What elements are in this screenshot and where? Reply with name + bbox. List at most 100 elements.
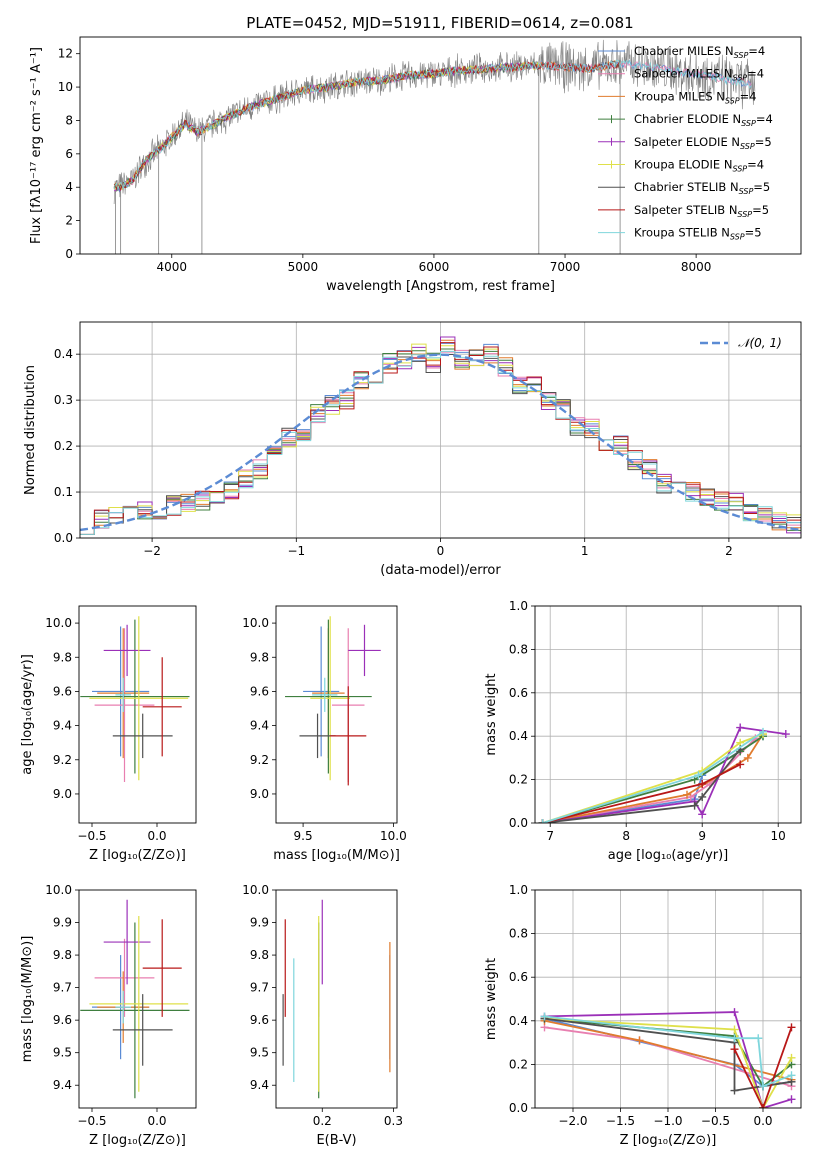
x-tick-label: −1: [287, 544, 305, 558]
y-tick-label: 12: [58, 47, 73, 61]
legend-subscript: SSP: [732, 74, 747, 83]
y-tick-label: 0.6: [509, 686, 528, 700]
y-tick-label: 10.0: [45, 883, 72, 897]
normal-distribution-curve: [80, 353, 801, 532]
plot-area: [113, 39, 756, 254]
legend-label-kroupa-stelib: Kroupa STELIB NSSP=5: [634, 226, 762, 242]
observed-spectrum-line: [113, 39, 756, 205]
x-tick-label: 2: [725, 544, 733, 558]
weight-marker-chabrier-stelib: [690, 801, 699, 810]
weight-marker-kroupa-stelib: [759, 1082, 767, 1091]
model-line-salpeter-stelib: [113, 61, 621, 192]
y-tick-label: 9.4: [53, 719, 72, 733]
legend-label-salpeter-miles: Salpeter MILES NSSP=4: [634, 67, 764, 83]
y-tick-label: 9.2: [53, 753, 72, 767]
y-tick-label: 9.7: [250, 981, 269, 995]
x-tick-label: 0.2: [313, 1114, 332, 1128]
x-tick-label: 0.3: [384, 1114, 403, 1128]
x-axis-label: Z [log₁₀(Z/Z⊙)]: [89, 848, 186, 863]
x-tick-label: −2: [143, 544, 161, 558]
x-tick-label: −1.5: [606, 1114, 635, 1128]
legend-label-kroupa-elodie: Kroupa ELODIE NSSP=4: [634, 158, 764, 174]
x-tick-label: 8000: [681, 260, 712, 274]
x-axis-label: wavelength [Angstrom, rest frame]: [326, 279, 555, 294]
histogram-kroupa-stelib: [80, 350, 801, 535]
axes-frame: [534, 889, 802, 1109]
weight-marker-salpeter-stelib: [736, 760, 745, 769]
legend-value: =4: [747, 67, 764, 81]
weight-marker-kroupa-stelib: [730, 1034, 739, 1043]
axes-frame: [275, 889, 398, 1109]
weight-marker-kroupa-stelib: [759, 727, 767, 736]
y-tick-label: 0.0: [509, 1101, 528, 1115]
y-tick-label: 4: [65, 180, 73, 194]
y-tick-label: 2: [65, 214, 73, 228]
plot-area: [282, 899, 391, 1099]
y-tick-label: 0.4: [509, 1014, 528, 1028]
x-tick-label: 1: [581, 544, 589, 558]
weight-marker-salpeter-elodie: [730, 1008, 739, 1017]
y-tick-label: 9.8: [250, 650, 269, 664]
weight-line-kroupa-elodie: [542, 733, 764, 823]
x-tick-label: 10: [771, 829, 786, 843]
y-tick-label: 9.7: [53, 981, 72, 995]
x-tick-label: 8: [622, 829, 630, 843]
y-tick-label: 10.0: [45, 616, 72, 630]
y-axis-label: mass weight: [484, 958, 499, 1040]
legend-subscript: SSP: [730, 233, 745, 242]
x-axis-label: Z [log₁₀(Z/Z⊙)]: [89, 1133, 186, 1148]
y-tick-label: 6: [65, 147, 73, 161]
legend-value: =4: [748, 44, 765, 58]
weight-marker-salpeter-stelib: [759, 1104, 767, 1108]
weight-marker-salpeter-elodie: [698, 810, 707, 819]
weight-marker-kroupa-stelib: [538, 819, 547, 823]
plot-area: [285, 616, 381, 786]
x-axis-label: (data-model)/error: [380, 563, 501, 578]
y-axis-label: mass weight: [484, 673, 499, 755]
x-tick-label: −1.0: [653, 1114, 682, 1128]
weight-marker-salpeter-elodie: [787, 1095, 796, 1104]
x-tick-label: 7000: [550, 260, 581, 274]
spectrum-legend: Chabrier MILES NSSP=4 Salpeter MILES NSSP…: [598, 44, 773, 242]
weight-marker-kroupa-elodie: [730, 1025, 739, 1034]
weight-marker-kroupa-miles: [683, 790, 691, 799]
legend-label-chabrier-miles: Chabrier MILES NSSP=4: [634, 44, 765, 60]
plot-area: [80, 616, 190, 782]
age-vs-metallicity-panel: −0.5 0.0 9.0 9.2 9.4 9.6 9.8 10.0 Z [log₁₀(Z/Z⊙)…: [20, 605, 197, 863]
axes-frame: [534, 605, 802, 824]
y-tick-label: 0.2: [54, 439, 73, 453]
weight-marker-kroupa-miles: [743, 753, 752, 762]
y-tick-label: 0.0: [509, 816, 528, 830]
y-tick-label: 0.4: [509, 729, 528, 743]
x-tick-label: 0.0: [753, 1114, 772, 1128]
weight-marker-kroupa-elodie: [787, 1053, 796, 1062]
legend-subscript: SSP: [725, 96, 740, 105]
legend-subscript: SSP: [734, 51, 749, 60]
legend-subscript: SSP: [737, 210, 752, 219]
y-tick-label: 9.0: [250, 787, 269, 801]
x-axis-label: Z [log₁₀(Z/Z⊙)]: [620, 1133, 717, 1148]
y-tick-label: 9.5: [53, 1046, 72, 1060]
y-axis-label: age [log₁₀(age/yr)]: [20, 654, 35, 775]
y-tick-label: 0.2: [509, 1057, 528, 1071]
x-tick-label: 6000: [419, 260, 450, 274]
legend-subscript: SSP: [739, 187, 754, 196]
y-tick-label: 9.6: [250, 684, 269, 698]
y-axis-label: mass [log₁₀(M/M⊙)]: [20, 936, 35, 1063]
y-tick-label: 9.8: [250, 948, 269, 962]
x-tick-label: 9: [698, 829, 706, 843]
weight-line-kroupa-elodie: [544, 1017, 793, 1108]
y-tick-label: 9.6: [53, 684, 72, 698]
plot-area: [540, 1008, 796, 1108]
y-tick-label: 0.3: [54, 393, 73, 407]
legend-label-salpeter-stelib: Salpeter STELIB NSSP=5: [634, 203, 769, 219]
legend-value: =4: [747, 158, 764, 172]
weight-line-chabrier-elodie: [542, 735, 764, 823]
axes-frame: [79, 36, 802, 255]
plot-area: [80, 899, 190, 1099]
x-tick-label: 9.5: [294, 829, 313, 843]
axes-frame: [275, 605, 398, 824]
plot-area: [538, 723, 790, 823]
x-tick-label: 4000: [156, 260, 187, 274]
